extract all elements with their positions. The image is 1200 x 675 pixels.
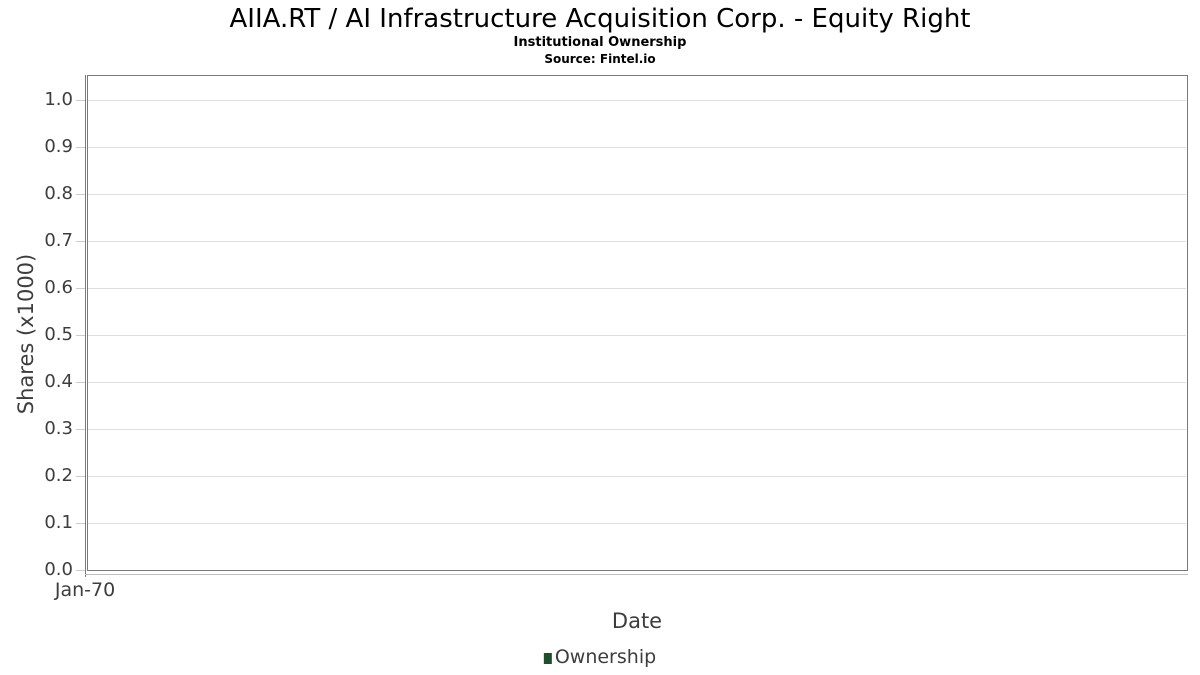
y-tick-label: 0.0 [44,559,73,580]
gridline [88,100,1186,101]
gridline [88,429,1186,430]
legend-marker-ownership-icon [543,652,552,664]
plot-area [87,75,1188,571]
gridline [88,476,1186,477]
legend-label-ownership: Ownership [554,646,657,668]
x-axis-shadow-line [85,574,1188,575]
y-tick-mark [76,523,85,524]
y-tick-label: 0.9 [44,136,73,157]
gridline [88,288,1186,289]
y-tick-mark [76,100,85,101]
y-tick-label: 0.3 [44,418,73,439]
y-tick-label: 1.0 [44,89,73,110]
y-tick-mark [76,288,85,289]
gridline [88,382,1186,383]
y-tick-mark [76,335,85,336]
gridline [88,523,1186,524]
y-tick-label: 0.2 [44,465,73,486]
y-tick-mark [76,570,85,571]
legend: Ownership [543,646,657,668]
y-axis-line [85,75,86,577]
y-tick-label: 0.8 [44,183,73,204]
y-tick-mark [76,476,85,477]
chart-subtitle: Institutional Ownership [513,35,687,50]
chart-title: AIIA.RT / AI Infrastructure Acquisition … [229,4,971,34]
y-tick-mark [76,241,85,242]
gridline [88,335,1186,336]
gridline [88,147,1186,148]
y-tick-label: 0.4 [44,371,73,392]
y-tick-mark [76,382,85,383]
y-tick-label: 0.6 [44,277,73,298]
y-tick-mark [76,194,85,195]
gridline [88,194,1186,195]
y-tick-label: 0.7 [44,230,73,251]
y-tick-label: 0.5 [44,324,73,345]
x-axis-title: Date [611,609,663,633]
y-tick-mark [76,147,85,148]
y-tick-mark [76,429,85,430]
x-tick-label: Jan-70 [54,579,116,601]
chart-source: Source: Fintel.io [544,52,656,66]
gridline [88,241,1186,242]
y-tick-label: 0.1 [44,512,73,533]
